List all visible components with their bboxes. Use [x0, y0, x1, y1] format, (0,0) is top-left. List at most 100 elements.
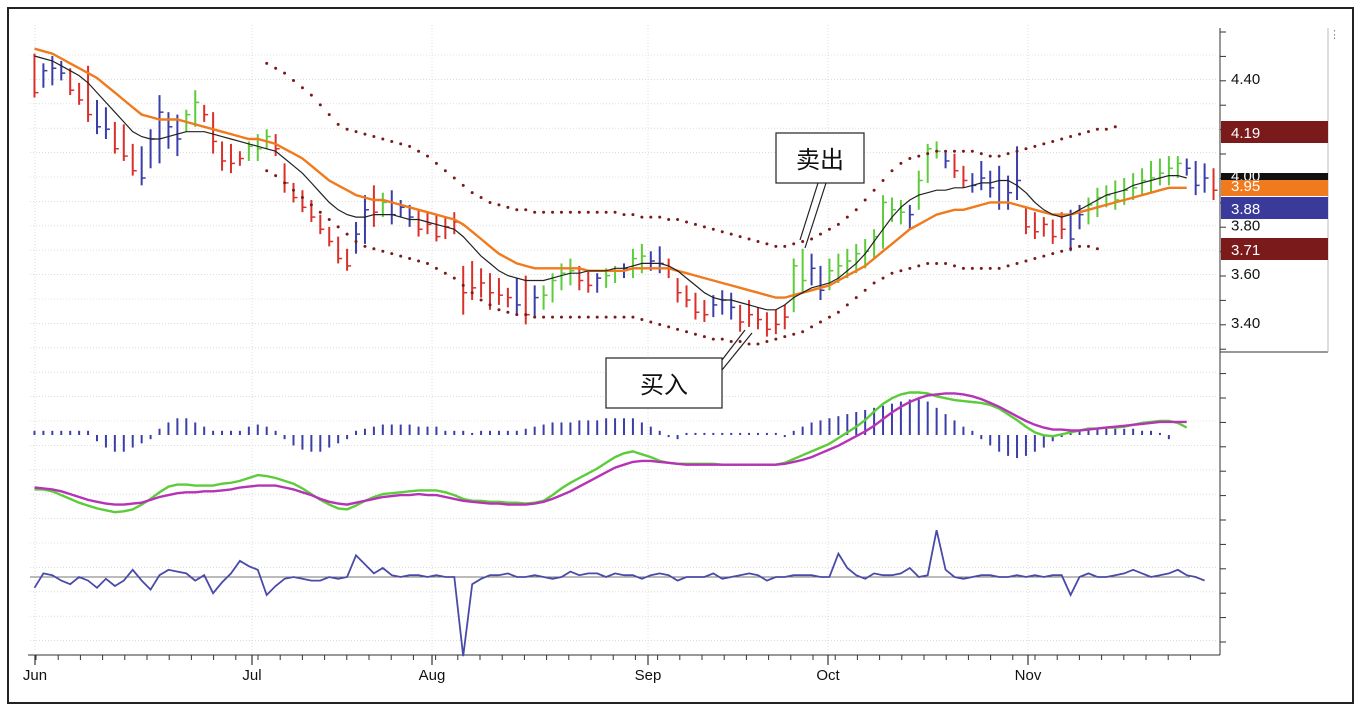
- band-dot: [631, 213, 635, 217]
- band-dot: [747, 237, 751, 241]
- band-dot: [345, 232, 349, 236]
- band-dot: [988, 266, 992, 270]
- band-dot: [1086, 130, 1090, 134]
- band-dot: [309, 203, 313, 207]
- band-dot: [390, 139, 394, 143]
- band-dot: [702, 335, 706, 339]
- band-dot: [685, 330, 689, 334]
- band-dot: [497, 308, 501, 312]
- band-dot: [292, 188, 296, 192]
- band-dot: [417, 259, 421, 263]
- band-dot: [586, 315, 590, 319]
- band-dot: [756, 239, 760, 243]
- x-tick-label: Jun: [23, 667, 47, 684]
- band-dot: [890, 271, 894, 275]
- moving-average-line: [34, 55, 1187, 311]
- band-dot: [836, 222, 840, 226]
- band-dot: [1104, 127, 1108, 131]
- buy-callout-box: [605, 357, 723, 409]
- band-dot: [1006, 152, 1010, 156]
- band-dot: [819, 320, 823, 324]
- band-dot: [899, 161, 903, 165]
- band-dot: [801, 330, 805, 334]
- band-dot: [863, 288, 867, 292]
- band-dot: [506, 310, 510, 314]
- band-dot: [952, 264, 956, 268]
- band-dot: [434, 266, 438, 270]
- band-dot: [729, 232, 733, 236]
- band-dot: [408, 144, 412, 148]
- band-dot: [1015, 149, 1019, 153]
- band-dot: [613, 210, 617, 214]
- band-dot: [1024, 259, 1028, 263]
- y-tick-label: 3.80: [1231, 217, 1260, 234]
- band-dot: [568, 210, 572, 214]
- price-label-box: [1221, 173, 1328, 181]
- x-tick-label: Oct: [816, 667, 840, 684]
- band-dot: [399, 142, 403, 146]
- macd-line: [34, 391, 1188, 514]
- band-dot: [640, 215, 644, 219]
- band-dot: [952, 149, 956, 153]
- band-dot: [676, 218, 680, 222]
- sell-callout-pointer: [799, 182, 819, 241]
- band-dot: [658, 322, 662, 326]
- band-dot: [658, 215, 662, 219]
- band-dot: [515, 313, 519, 317]
- band-dot: [586, 210, 590, 214]
- band-dot: [372, 135, 376, 139]
- band-dot: [774, 337, 778, 341]
- band-dot: [917, 264, 921, 268]
- band-dot: [1051, 252, 1055, 256]
- y-tick-label: 3.60: [1231, 266, 1260, 283]
- band-dot: [425, 261, 429, 265]
- band-dot: [979, 266, 983, 270]
- price-label-box: [1221, 121, 1328, 143]
- band-dot: [300, 196, 304, 200]
- band-dot: [649, 215, 653, 219]
- band-dot: [336, 122, 340, 126]
- chart-frame: [7, 7, 1354, 704]
- band-dot: [970, 149, 974, 153]
- band-dot: [631, 315, 635, 319]
- band-dot: [872, 281, 876, 285]
- band-dot: [1078, 132, 1082, 136]
- y-tick-label: 3.40: [1231, 315, 1260, 332]
- x-tick-label: Sep: [635, 667, 662, 684]
- band-dot: [1042, 254, 1046, 258]
- band-dot: [935, 261, 939, 265]
- band-dot: [926, 152, 930, 156]
- band-dot: [1042, 142, 1046, 146]
- band-dot: [363, 132, 367, 136]
- band-dot: [497, 203, 501, 207]
- price-label-text: 3.71: [1231, 242, 1260, 259]
- band-dot: [524, 208, 528, 212]
- band-dot: [810, 325, 814, 329]
- band-dot: [997, 154, 1001, 158]
- band-dot: [551, 210, 555, 214]
- band-dot: [801, 239, 805, 243]
- panel-menu-icon: ⋮: [1329, 29, 1340, 41]
- sell-annotation: 卖出: [796, 146, 844, 174]
- x-tick-label: Nov: [1015, 667, 1042, 684]
- band-dot: [292, 78, 296, 82]
- buy-annotation: 买入: [640, 371, 688, 399]
- band-dot: [979, 152, 983, 156]
- band-dot: [515, 208, 519, 212]
- band-dot: [604, 210, 608, 214]
- sell-callout-pointer: [804, 182, 827, 249]
- band-dot: [327, 113, 331, 117]
- band-dot: [533, 210, 537, 214]
- band-dot: [300, 86, 304, 90]
- band-dot: [774, 244, 778, 248]
- band-dot: [336, 225, 340, 229]
- band-dot: [738, 340, 742, 344]
- band-dot: [819, 232, 823, 236]
- band-dot: [944, 261, 948, 265]
- band-dot: [1069, 247, 1073, 251]
- band-dot: [479, 196, 483, 200]
- band-dot: [559, 210, 563, 214]
- band-dot: [318, 103, 322, 107]
- band-dot: [729, 340, 733, 344]
